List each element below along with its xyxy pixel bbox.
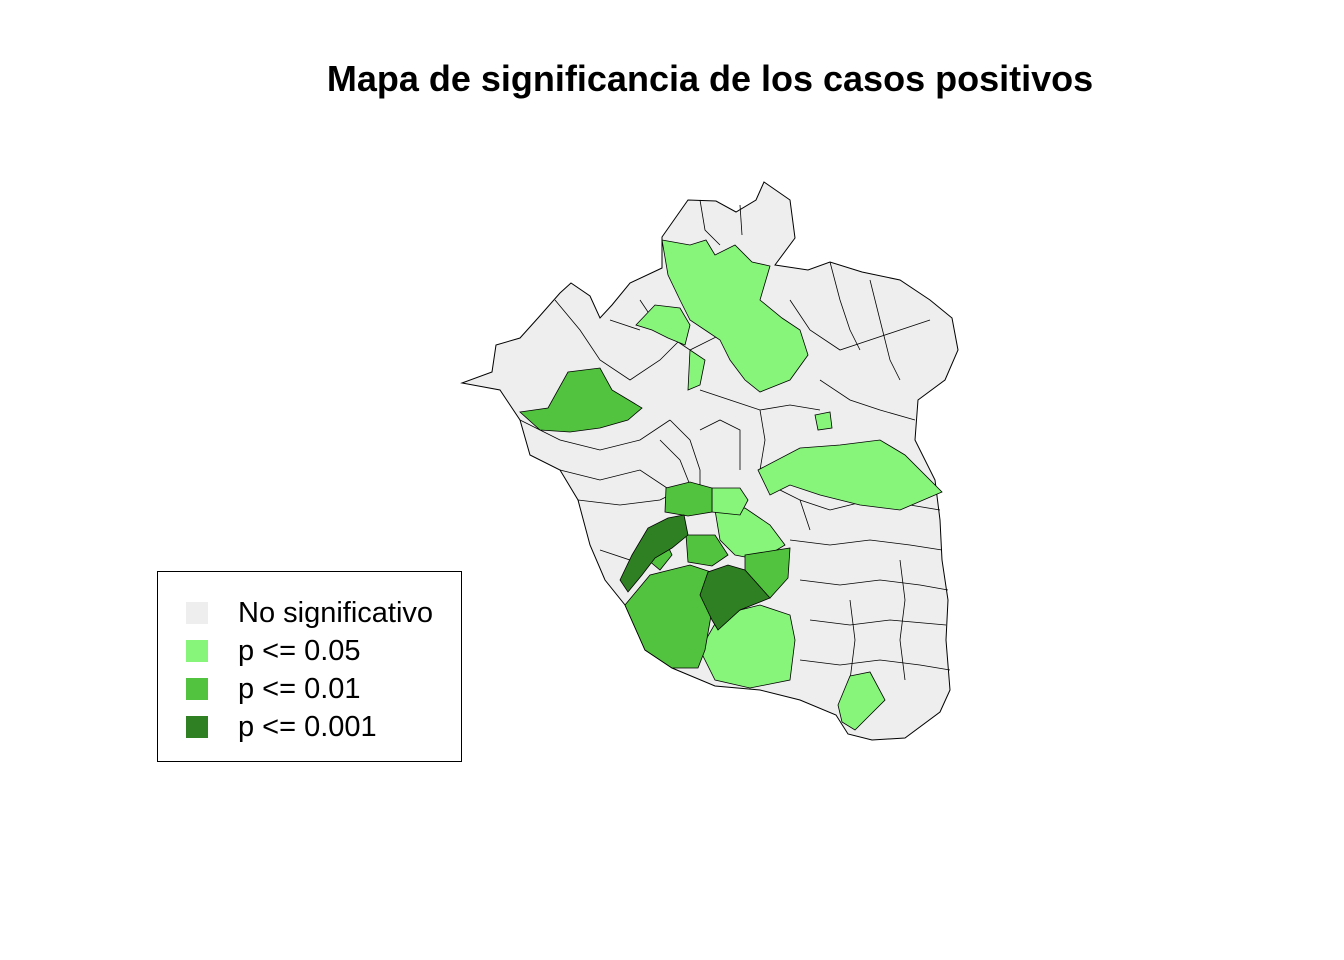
- region-northwest-p005: [635, 304, 691, 346]
- legend-swatch: [186, 602, 208, 624]
- legend-label: No significativo: [238, 596, 434, 629]
- legend-label: p <= 0.01: [238, 672, 361, 705]
- region-northcentral-p005: [687, 349, 706, 391]
- legend-swatch: [186, 678, 208, 700]
- region-central2-p001: [685, 534, 729, 567]
- regions-p005: [635, 239, 943, 731]
- region-small-p005: [814, 411, 833, 431]
- map-legend: No significativo p <= 0.05 p <= 0.01 p <…: [157, 571, 462, 762]
- legend-item-p0001: p <= 0.001: [186, 708, 377, 746]
- map-title: Mapa de significancia de los casos posit…: [326, 58, 1094, 99]
- region-sw-p0001: [619, 514, 689, 593]
- region-west-p001: [519, 367, 643, 433]
- region-east-p005: [757, 439, 943, 511]
- legend-item-p001: p <= 0.01: [186, 670, 361, 708]
- legend-item-no-significativo: No significativo: [186, 594, 433, 632]
- regions-p0001: [619, 514, 771, 631]
- regions-p001: [519, 367, 791, 669]
- region-north-p005: [661, 239, 809, 393]
- region-central-p005: [711, 487, 749, 516]
- legend-label: p <= 0.05: [238, 634, 361, 667]
- legend-swatch: [186, 716, 208, 738]
- region-southeast-p005: [837, 671, 886, 731]
- region-southwest-p001: [624, 564, 721, 669]
- legend-swatch: [186, 640, 208, 662]
- legend-label: p <= 0.001: [238, 710, 377, 743]
- region-central-p001: [664, 481, 713, 517]
- region-south-p0001: [699, 564, 771, 631]
- legend-item-p005: p <= 0.05: [186, 632, 361, 670]
